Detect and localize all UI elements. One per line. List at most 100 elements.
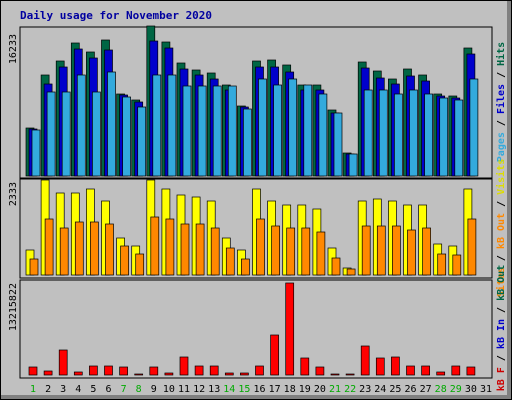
x-label-day-19: 19 bbox=[299, 384, 311, 395]
bar-bottom-kb-f-day-9 bbox=[149, 366, 159, 376]
x-label-day-29: 29 bbox=[450, 384, 462, 395]
bar-middle-sites-day-8 bbox=[135, 253, 145, 276]
bar-bottom-kb-f-day-15 bbox=[240, 372, 249, 376]
bar-middle-sites-day-15 bbox=[241, 258, 250, 276]
bar-middle-sites-day-10 bbox=[165, 218, 175, 276]
y-max-label-bottom: 13215822 bbox=[8, 283, 19, 331]
bar-bottom-kb-f-day-17 bbox=[270, 334, 279, 376]
bar-middle-sites-day-3 bbox=[59, 227, 69, 276]
series-legend-bottom-part-3: / bbox=[496, 301, 507, 319]
bar-middle-sites-day-12 bbox=[195, 223, 205, 276]
bar-top-pages-day-12 bbox=[197, 85, 207, 177]
x-label-day-8: 8 bbox=[136, 384, 142, 395]
series-legend-bottom-part-2: kB In bbox=[496, 319, 507, 349]
series-legend-middle: Sites / kB Out / Visits bbox=[495, 159, 507, 297]
outer-frame-right-shadow bbox=[507, 1, 511, 399]
x-label-day-9: 9 bbox=[151, 384, 157, 395]
bar-bottom-kb-f-day-10 bbox=[164, 372, 174, 376]
bar-middle-sites-day-22 bbox=[346, 268, 356, 276]
x-label-day-14: 14 bbox=[223, 384, 235, 395]
x-label-day-3: 3 bbox=[60, 384, 66, 395]
bar-top-pages-day-4 bbox=[76, 74, 86, 177]
bar-top-pages-day-25 bbox=[394, 93, 403, 177]
bar-top-pages-day-5 bbox=[92, 91, 101, 177]
bar-top-pages-day-22 bbox=[348, 153, 358, 177]
bar-middle-sites-day-6 bbox=[105, 223, 114, 276]
bar-middle-sites-day-5 bbox=[90, 221, 99, 276]
bar-top-pages-day-23 bbox=[363, 89, 373, 177]
series-legend-bottom: kB F / kB In / kB Out bbox=[496, 265, 507, 391]
x-label-day-31: 31 bbox=[480, 384, 492, 395]
bar-middle-sites-day-27 bbox=[422, 227, 431, 276]
bar-middle-sites-day-30 bbox=[467, 218, 477, 276]
x-label-day-21: 21 bbox=[329, 384, 341, 395]
bar-bottom-kb-f-day-26 bbox=[406, 365, 415, 376]
bar-top-pages-day-15 bbox=[243, 108, 252, 177]
bar-bottom-kb-f-day-24 bbox=[375, 357, 385, 376]
x-label-day-11: 11 bbox=[178, 384, 190, 395]
x-label-day-7: 7 bbox=[121, 384, 127, 395]
bar-middle-sites-day-26 bbox=[407, 229, 416, 276]
bar-middle-sites-day-20 bbox=[316, 231, 326, 276]
bar-middle-sites-day-24 bbox=[376, 225, 386, 276]
x-label-day-20: 20 bbox=[314, 384, 326, 395]
bar-top-pages-day-27 bbox=[424, 93, 433, 177]
x-label-day-28: 28 bbox=[435, 384, 447, 395]
bar-middle-sites-day-25 bbox=[392, 225, 401, 276]
bar-middle-sites-day-19 bbox=[301, 227, 311, 276]
bar-middle-sites-day-14 bbox=[225, 247, 235, 276]
x-label-day-1: 1 bbox=[30, 384, 36, 395]
bar-bottom-kb-f-day-25 bbox=[391, 356, 400, 376]
series-legend-bottom-part-0: kB F bbox=[496, 367, 507, 391]
series-legend-middle-part-4: Visits bbox=[495, 159, 507, 195]
x-label-day-13: 13 bbox=[208, 384, 220, 395]
bar-bottom-kb-f-day-23 bbox=[360, 345, 370, 376]
bar-top-pages-day-29 bbox=[454, 99, 464, 177]
x-axis-day-labels: 1 2 3 4 5 6 7 8 9 10 11 12 13 14 15 16 17 18 19 20 21 22 23 24 2… bbox=[30, 384, 492, 395]
x-label-day-27: 27 bbox=[420, 384, 432, 395]
bar-bottom-kb-f-day-13 bbox=[209, 365, 219, 376]
bar-middle-sites-day-28 bbox=[437, 253, 447, 276]
series-legend-top-part-1: / bbox=[496, 114, 507, 132]
series-legend-top-part-2: Files bbox=[495, 84, 507, 114]
series-legend-middle-part-3: / bbox=[496, 195, 507, 213]
bar-top-pages-day-6 bbox=[107, 71, 116, 177]
bar-bottom-kb-f-day-2 bbox=[43, 370, 53, 376]
bar-bottom-kb-f-day-30 bbox=[466, 366, 476, 376]
bar-middle-sites-day-7 bbox=[120, 245, 129, 276]
bar-top-pages-day-13 bbox=[212, 85, 222, 177]
bar-top-pages-day-14 bbox=[227, 85, 237, 177]
bar-bottom-kb-f-day-14 bbox=[224, 372, 234, 376]
outer-frame-bottom-shadow bbox=[1, 395, 511, 399]
bar-bottom-kb-f-day-29 bbox=[451, 365, 461, 376]
bar-top-pages-day-26 bbox=[409, 89, 418, 177]
bar-bottom-kb-f-day-22 bbox=[345, 373, 355, 376]
series-legend-top-part-4: Hits bbox=[495, 42, 507, 66]
bar-bottom-kb-f-day-1 bbox=[28, 366, 38, 376]
x-label-day-5: 5 bbox=[90, 384, 96, 395]
x-label-day-17: 17 bbox=[269, 384, 281, 395]
bar-middle-sites-day-29 bbox=[452, 254, 462, 276]
bar-bottom-kb-f-day-8 bbox=[134, 373, 144, 376]
panel-bottom-well bbox=[19, 279, 493, 379]
bar-bottom-kb-f-day-6 bbox=[104, 365, 113, 376]
bar-bottom-kb-f-day-16 bbox=[255, 365, 264, 376]
bar-bottom-kb-f-day-27 bbox=[421, 365, 430, 376]
series-legend-top-part-0: Pages bbox=[496, 132, 507, 162]
series-legend-top: Pages / Files / Hits bbox=[495, 42, 507, 162]
bar-top-pages-day-30 bbox=[469, 78, 479, 177]
bar-top-pages-day-11 bbox=[182, 85, 192, 177]
bar-middle-sites-day-9 bbox=[150, 216, 160, 276]
bar-bottom-kb-f-day-7 bbox=[119, 366, 128, 376]
bar-middle-sites-day-17 bbox=[271, 225, 280, 276]
series-legend-bottom-part-4: kB Out bbox=[496, 265, 507, 301]
bar-middle-sites-day-4 bbox=[74, 221, 84, 276]
bar-middle-sites-day-21 bbox=[331, 257, 341, 276]
bar-top-pages-day-28 bbox=[439, 97, 449, 177]
bar-bottom-kb-f-day-12 bbox=[194, 365, 204, 376]
x-label-day-18: 18 bbox=[284, 384, 296, 395]
series-legend-middle-part-1: / bbox=[496, 249, 507, 267]
x-label-day-22: 22 bbox=[344, 384, 356, 395]
